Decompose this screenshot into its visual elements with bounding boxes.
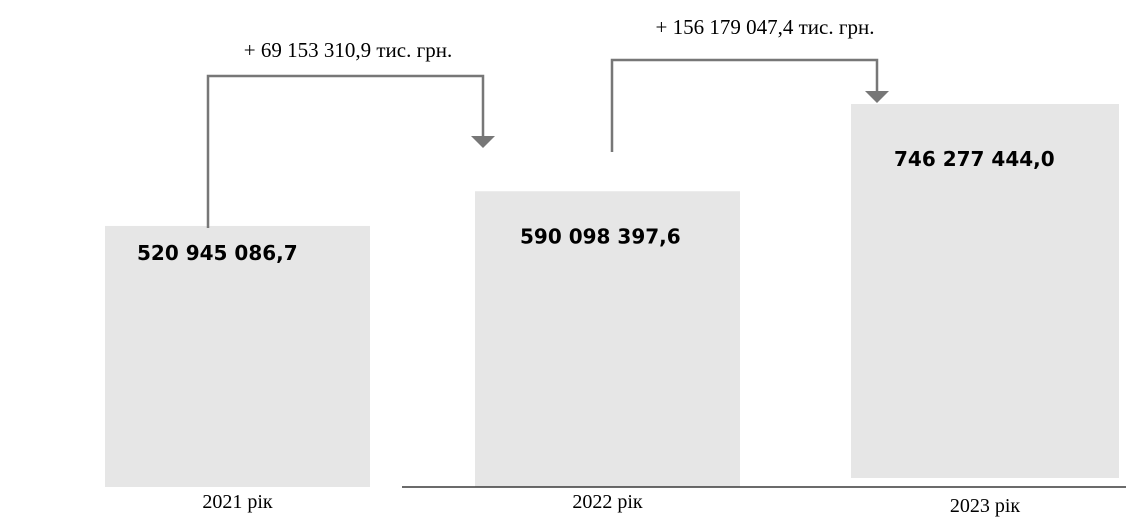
value-label-1: 520 945 086,7 (137, 241, 298, 265)
difference-arrow-head-1 (471, 136, 495, 148)
difference-arrow-head-2 (865, 91, 889, 103)
difference-label-1: + 69 153 310,9 тис. грн. (244, 38, 452, 62)
difference-label-2: + 156 179 047,4 тис. грн. (656, 15, 875, 39)
value-label-2: 590 098 397,6 (520, 224, 681, 248)
labels-layer: 520 945 086,7 2021 рік 590 098 397,6 2022 р… (137, 15, 1055, 517)
bar-3 (851, 104, 1119, 478)
difference-arrow-2 (610, 58, 879, 152)
category-label-1: 2021 рік (202, 491, 273, 513)
difference-arrow-1 (206, 74, 485, 228)
difference-arrows-layer (206, 58, 889, 228)
bar-2 (475, 191, 740, 487)
bars-layer (105, 104, 1119, 487)
value-label-3: 746 277 444,0 (894, 147, 1055, 171)
category-label-2: 2022 рік (572, 491, 643, 513)
bar-1 (105, 225, 370, 487)
category-label-3: 2023 рік (950, 495, 1021, 517)
